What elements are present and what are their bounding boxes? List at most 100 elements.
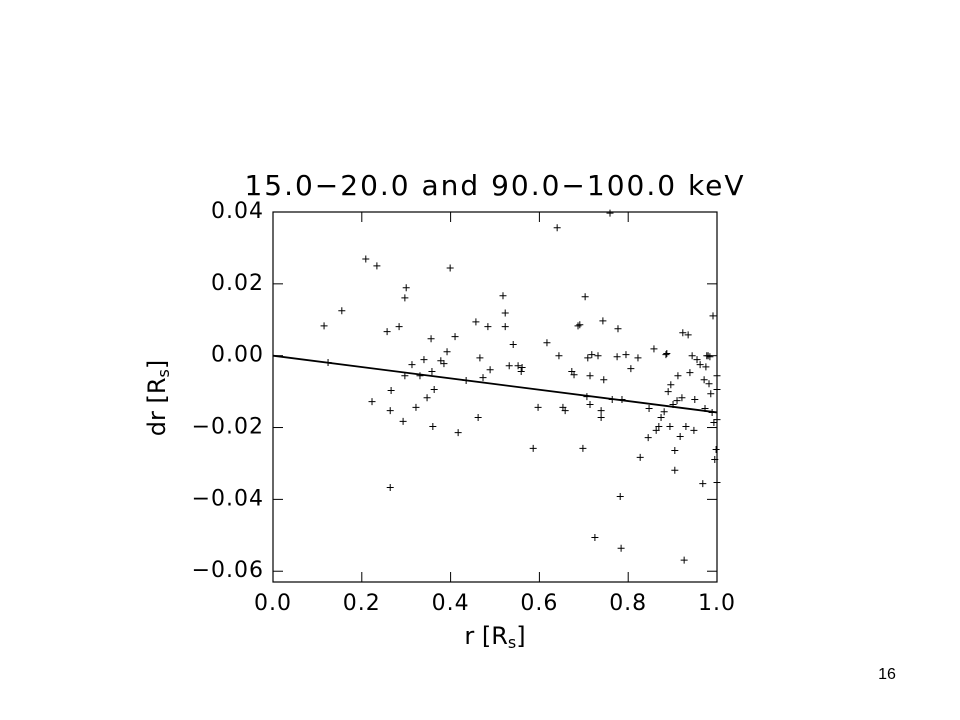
scatter-point <box>368 398 376 406</box>
scatter-point <box>671 466 679 474</box>
scatter-point <box>338 307 346 315</box>
x-label-end: ] <box>516 622 525 650</box>
scatter-point <box>517 367 525 375</box>
scatter-point <box>387 387 395 395</box>
scatter-point <box>420 356 428 364</box>
scatter-point <box>395 323 403 331</box>
scatter-point <box>429 422 437 430</box>
scatter-point <box>709 312 717 320</box>
scatter-point <box>423 394 431 402</box>
scatter-point <box>664 388 672 396</box>
scatter-point <box>622 351 630 359</box>
scatter-point <box>684 331 692 339</box>
y-tick-label: 0.00 <box>211 343 264 368</box>
scatter-point <box>427 335 435 343</box>
scatter-point <box>402 284 410 292</box>
scatter-point <box>713 478 721 486</box>
scatter-point <box>680 556 688 564</box>
x-label-sub: s <box>508 633 516 652</box>
scatter-point <box>634 354 642 362</box>
y-axis-label: dr [Rs] <box>143 360 173 437</box>
scatter-point <box>676 433 684 441</box>
y-tick-label: 0.02 <box>211 271 264 296</box>
scatter-point <box>499 292 507 300</box>
scatter-point <box>606 209 614 217</box>
scatter-point <box>373 262 381 270</box>
scatter-point <box>586 401 594 409</box>
x-tick-label: 0.6 <box>520 591 558 616</box>
scatter-point <box>702 363 710 371</box>
scatter-point <box>505 362 513 370</box>
scatter-point <box>662 351 670 359</box>
scatter-point <box>699 480 707 488</box>
y-label-end: ] <box>143 360 171 369</box>
chart-title: 15.0−20.0 and 90.0−100.0 keV <box>244 169 745 202</box>
scatter-point <box>362 255 370 263</box>
scatter-point <box>416 372 424 380</box>
scatter-point <box>320 322 328 330</box>
scatter-point <box>655 422 663 430</box>
scatter-point <box>509 341 517 349</box>
scatter-point <box>617 544 625 552</box>
scatter-point <box>660 408 668 416</box>
scatter-point <box>650 345 658 353</box>
scatter-point <box>679 329 687 337</box>
scatter-point <box>671 447 679 455</box>
scatter-point <box>700 376 708 384</box>
scatter-point <box>581 293 589 301</box>
x-tick-label: 0.2 <box>343 591 381 616</box>
x-tick-label: 0.0 <box>254 591 292 616</box>
scatter-point <box>616 493 624 501</box>
x-tick-label: 1.0 <box>698 591 736 616</box>
scatter-point <box>682 422 690 430</box>
scatter-point <box>486 366 494 374</box>
scatter-point <box>591 533 599 541</box>
scatter-point <box>713 372 721 380</box>
scatter-point <box>543 339 551 347</box>
scatter-point <box>600 376 608 384</box>
scatter-point <box>691 396 699 404</box>
scatter-point <box>446 264 454 272</box>
scatter-point <box>693 356 701 364</box>
scatter-point <box>613 353 621 361</box>
scatter-point <box>704 352 712 360</box>
scatter-point <box>645 404 653 412</box>
scatter-point <box>657 413 665 421</box>
scatter-point <box>443 348 451 356</box>
scatter-point <box>383 328 391 336</box>
y-label-main: dr [R <box>143 377 171 436</box>
scatter-point <box>440 360 448 368</box>
scatter-point <box>674 372 682 380</box>
fit-line <box>272 354 718 414</box>
x-tick-label: 0.8 <box>609 591 647 616</box>
scatter-point <box>529 444 537 452</box>
scatter-point <box>597 413 605 421</box>
scatter-point <box>614 325 622 333</box>
y-tick-label: 0.04 <box>211 199 264 224</box>
scatter-point <box>707 390 715 398</box>
scatter-point <box>706 353 714 361</box>
scatter-point <box>705 380 713 388</box>
scatter-point <box>386 484 394 492</box>
scatter-point <box>686 369 694 377</box>
scatter-point <box>673 397 681 405</box>
scatter-point <box>472 318 480 326</box>
scatter-point <box>454 429 462 437</box>
scatter-point <box>652 426 660 434</box>
scatter-point <box>514 362 522 370</box>
scatter-point <box>399 417 407 425</box>
scatter-point <box>576 321 584 329</box>
scatter-point <box>401 372 409 380</box>
scatter-point <box>696 361 704 369</box>
scatter-point <box>688 352 696 360</box>
scatter-point <box>597 407 605 415</box>
x-label-main: r [R <box>464 622 508 650</box>
y-label-sub: s <box>154 369 173 377</box>
scatter-point <box>713 416 721 424</box>
scatter-point <box>584 354 592 362</box>
scatter-point <box>408 361 416 369</box>
scatter-point <box>644 434 652 442</box>
scatter-point <box>476 354 484 362</box>
y-tick-label: −0.02 <box>192 415 264 440</box>
